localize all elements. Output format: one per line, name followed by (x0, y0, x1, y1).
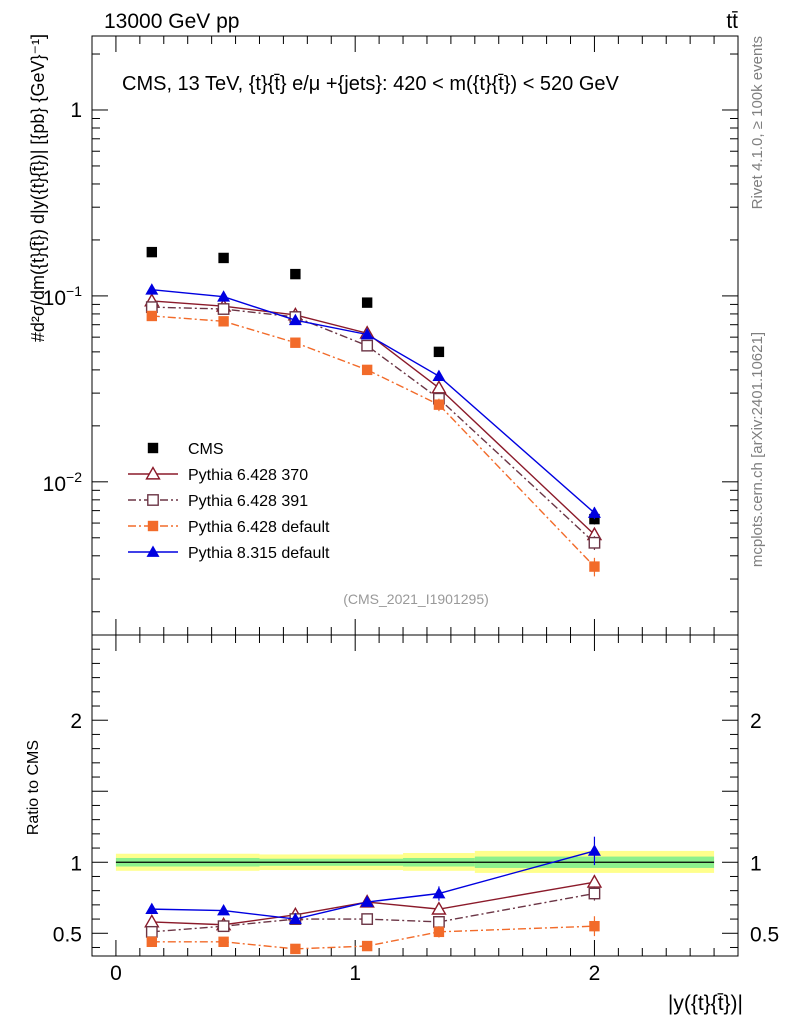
data-point-pythia-6-428-default (290, 337, 301, 348)
data-point-pythia-6-428-391 (361, 339, 374, 352)
ratio-tick-labels: 0.5 1 2 0.5 1 2 0 1 2 (53, 710, 779, 985)
data-point-pythia-6-428-default (218, 316, 229, 327)
legend-marker-pythia-6-428-default (147, 520, 159, 532)
data-point-pythia-8-315-default (360, 328, 374, 340)
ratio-series-pythia-6-428-370 (144, 874, 603, 931)
ratio-series-layer (144, 836, 603, 955)
legend-marker-pythia-6-428-391 (147, 494, 159, 506)
ratio-series-pythia-8-315-default (145, 836, 601, 924)
legend-marker-pythia-8-315-default (146, 545, 160, 557)
series-line-pythia-6-428-default (151, 315, 595, 568)
ratio-point-pythia-6-428-default (433, 926, 445, 938)
ratio-point-pythia-6-428-370 (144, 914, 160, 928)
data-point-cms (361, 297, 373, 308)
ratio-y-axis-label: Ratio to CMS (25, 740, 42, 835)
data-point-pythia-8-315-default (217, 290, 231, 302)
data-point-pythia-6-428-default (361, 364, 373, 376)
ratio-series-pythia-6-428-default (146, 916, 600, 955)
ratio-point-pythia-6-428-370 (431, 901, 447, 915)
data-point-pythia-8-315-default (587, 506, 601, 518)
ratio-line-pythia-6-428-default (151, 925, 595, 950)
data-point-cms (290, 268, 301, 280)
legend-marker-cms (147, 442, 159, 454)
ratio-point-pythia-6-428-default (290, 943, 301, 955)
series-line-pythia-8-315-default (151, 288, 595, 514)
y-tick-label-0.01: 10−2 (43, 469, 83, 496)
data-point-pythia-6-428-391 (217, 303, 230, 315)
series-pythia-8-315-default (145, 283, 601, 520)
ratio-y-tick-label-right-2: 2 (750, 710, 762, 733)
plot-title: CMS, 13 TeV, {t}{t̄} e/μ +{jets}: 420 < … (122, 73, 620, 95)
data-point-cms (589, 513, 600, 525)
ratio-point-pythia-6-428-370 (586, 874, 603, 888)
x-tick-label-2: 2 (589, 962, 601, 985)
ratio-y-tick-label-right-0.5: 0.5 (750, 923, 779, 946)
ratio-y-tick-label-left-2: 2 (70, 710, 82, 733)
x-tick-label-1: 1 (349, 962, 361, 985)
analysis-watermark: (CMS_2021_I1901295) (343, 591, 489, 607)
data-point-pythia-6-428-default (589, 561, 600, 572)
series-pythia-6-428-default (146, 310, 600, 577)
legend-label-cms: CMS (188, 441, 224, 458)
data-point-pythia-8-315-default (145, 283, 159, 295)
ratio-point-pythia-8-315-default (217, 904, 231, 916)
data-point-pythia-6-428-391 (588, 536, 601, 549)
data-point-cms (218, 252, 229, 264)
data-point-cms (146, 246, 158, 258)
ratio-plot-frame (91, 634, 739, 957)
ratio-point-pythia-6-428-391 (145, 925, 158, 938)
ratio-point-pythia-8-315-default (587, 844, 601, 856)
ratio-axis-ticks (92, 635, 738, 956)
ratio-point-pythia-8-315-default (360, 895, 374, 907)
main-y-axis-label: #d²σ/dm({t}{t̄}) d|y({t}{t̄})| [{pb} {Ge… (28, 34, 48, 342)
ratio-line-pythia-6-428-370 (151, 881, 595, 926)
energy-label: 13000 GeV pp (104, 10, 239, 33)
ratio-point-pythia-6-428-default (146, 936, 158, 947)
data-point-pythia-8-315-default (288, 313, 302, 326)
series-line-pythia-6-428-391 (151, 306, 595, 544)
ratio-point-pythia-6-428-default (589, 920, 600, 932)
ratio-point-pythia-8-315-default (432, 887, 446, 899)
process-label: tt̄ (726, 10, 738, 33)
y-tick-label-0.1: 10−1 (43, 283, 83, 310)
legend-label-p8-default: Pythia 8.315 default (188, 545, 330, 562)
ratio-point-pythia-6-428-391 (433, 916, 445, 928)
ratio-point-pythia-8-315-default (288, 912, 302, 924)
ratio-series-pythia-6-428-391 (145, 886, 601, 938)
ratio-y-tick-label-right-1: 1 (750, 852, 762, 875)
data-point-pythia-6-428-370 (431, 379, 447, 394)
main-series-layer (144, 246, 603, 577)
ratio-point-pythia-6-428-default (218, 936, 229, 947)
legend-label-p6-391: Pythia 6.428 391 (188, 493, 308, 510)
rivet-label: Rivet 4.1.0, ≥ 100k events (749, 36, 766, 209)
ratio-point-pythia-6-428-391 (217, 920, 230, 933)
series-line-pythia-6-428-370 (151, 300, 595, 536)
mcplots-label: mcplots.cern.ch [arXiv:2401.10621] (749, 332, 766, 567)
ratio-point-pythia-8-315-default (145, 902, 159, 915)
x-axis-label: |y({t}{t̄})| (668, 992, 743, 1015)
legend-label-p6-default: Pythia 6.428 default (188, 519, 330, 536)
y-tick-label-1: 1 (70, 99, 82, 122)
x-tick-label-0: 0 (110, 962, 122, 985)
data-point-pythia-6-428-default (433, 399, 445, 410)
data-point-pythia-8-315-default (432, 369, 446, 382)
ratio-point-pythia-6-428-391 (588, 887, 601, 900)
ratio-point-pythia-6-428-391 (361, 913, 374, 925)
ratio-y-tick-label-left-0.5: 0.5 (53, 923, 82, 946)
data-point-cms (433, 346, 445, 358)
ratio-line-pythia-8-315-default (151, 850, 595, 920)
legend-label-p6-370: Pythia 6.428 370 (188, 467, 308, 484)
data-point-pythia-6-428-default (146, 310, 158, 322)
ratio-point-pythia-6-428-default (361, 940, 373, 952)
ratio-line-pythia-6-428-391 (151, 892, 595, 933)
main-axis-ticks (92, 36, 738, 635)
ratio-y-tick-label-left-1: 1 (70, 852, 82, 875)
legend-marker-pythia-6-428-370 (145, 466, 161, 480)
legend: CMS Pythia 6.428 370 Pythia 6.428 391 Py… (128, 441, 330, 562)
